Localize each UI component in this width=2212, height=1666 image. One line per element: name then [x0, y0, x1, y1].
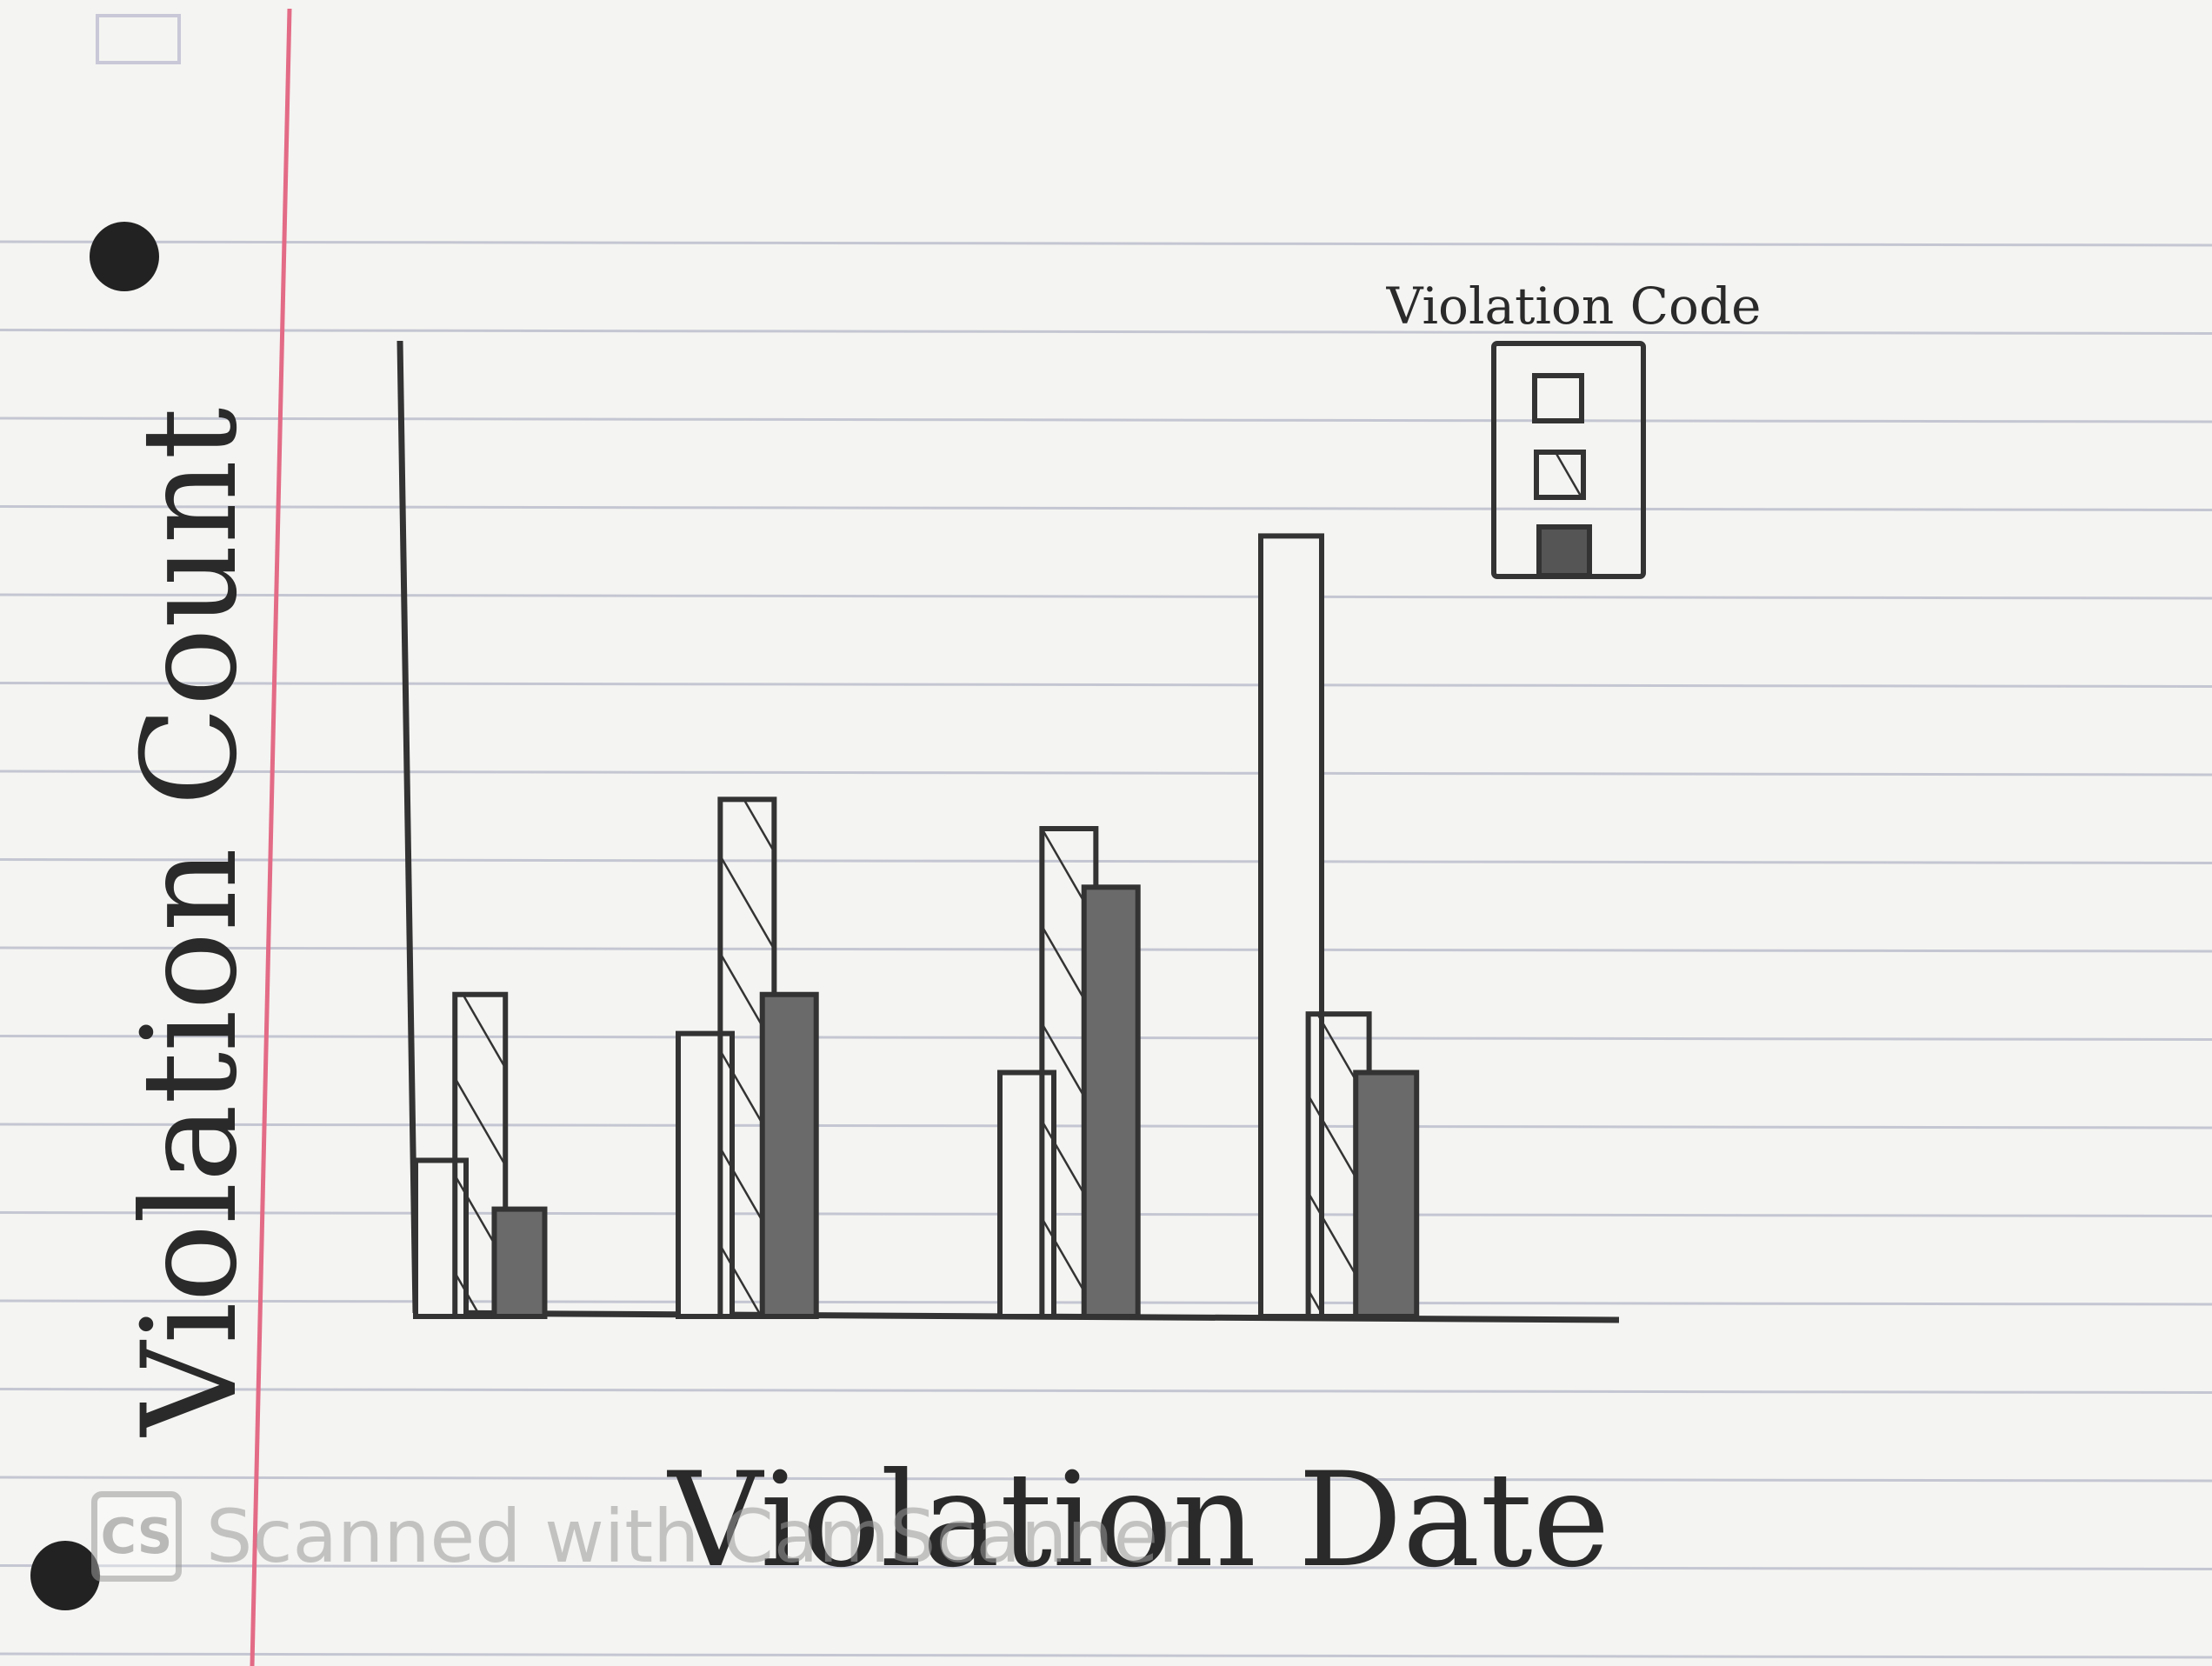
ruled-line [0, 505, 2212, 511]
punch-hole-top [90, 222, 159, 291]
bar-shaded-group-2 [759, 991, 819, 1319]
legend: Violation Code [1386, 277, 1762, 579]
ruled-line [0, 858, 2212, 864]
ruled-line [0, 1476, 2212, 1483]
ruled-line [0, 682, 2212, 688]
ruled-line [0, 770, 2212, 776]
bar-shaded-group-1 [491, 1206, 548, 1319]
punch-hole-bottom [30, 1541, 100, 1610]
legend-swatch-empty [1532, 373, 1584, 423]
bar-shaded-group-4 [1353, 1070, 1420, 1319]
legend-swatch-hatched [1534, 450, 1586, 500]
margin-line [250, 8, 292, 1666]
ruled-line [0, 1564, 2212, 1570]
ruled-line [0, 240, 2212, 247]
y-axis-label: Violation Count [115, 408, 266, 1438]
bar-shaded-group-3 [1081, 884, 1141, 1319]
ruled-line [0, 1388, 2212, 1394]
bars [413, 533, 1420, 1320]
ruled-line [0, 593, 2212, 600]
legend-swatch-shaded [1536, 524, 1592, 578]
ruled-line [0, 416, 2212, 423]
corner-mark [96, 14, 181, 64]
ruled-line [0, 329, 2212, 335]
ruled-line [0, 1652, 2212, 1659]
legend-title: Violation Code [1386, 277, 1762, 336]
y-axis-line [396, 340, 419, 1314]
plot-area [396, 340, 1620, 1323]
x-axis-label: Violation Date [667, 1445, 1610, 1596]
